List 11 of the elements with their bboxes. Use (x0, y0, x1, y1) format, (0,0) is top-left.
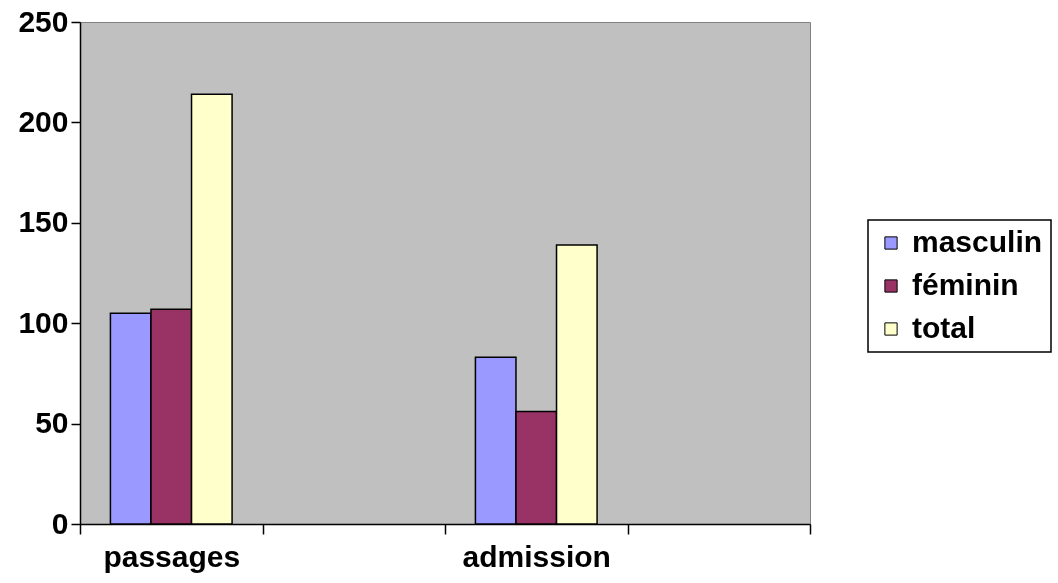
y-tick-label: 100 (18, 305, 69, 339)
legend-label: masculin (912, 225, 1043, 258)
y-tick-label: 0 (51, 506, 69, 540)
y-tick-label: 50 (35, 406, 69, 440)
x-tick-label: admission (462, 539, 611, 573)
y-tick-label: 200 (18, 104, 69, 138)
y-tick-label: 150 (18, 205, 69, 239)
legend-label: féminin (912, 268, 1019, 301)
y-tick-label: 250 (18, 4, 69, 38)
legend-label: total (912, 311, 976, 344)
x-tick-label: passages (103, 539, 241, 573)
